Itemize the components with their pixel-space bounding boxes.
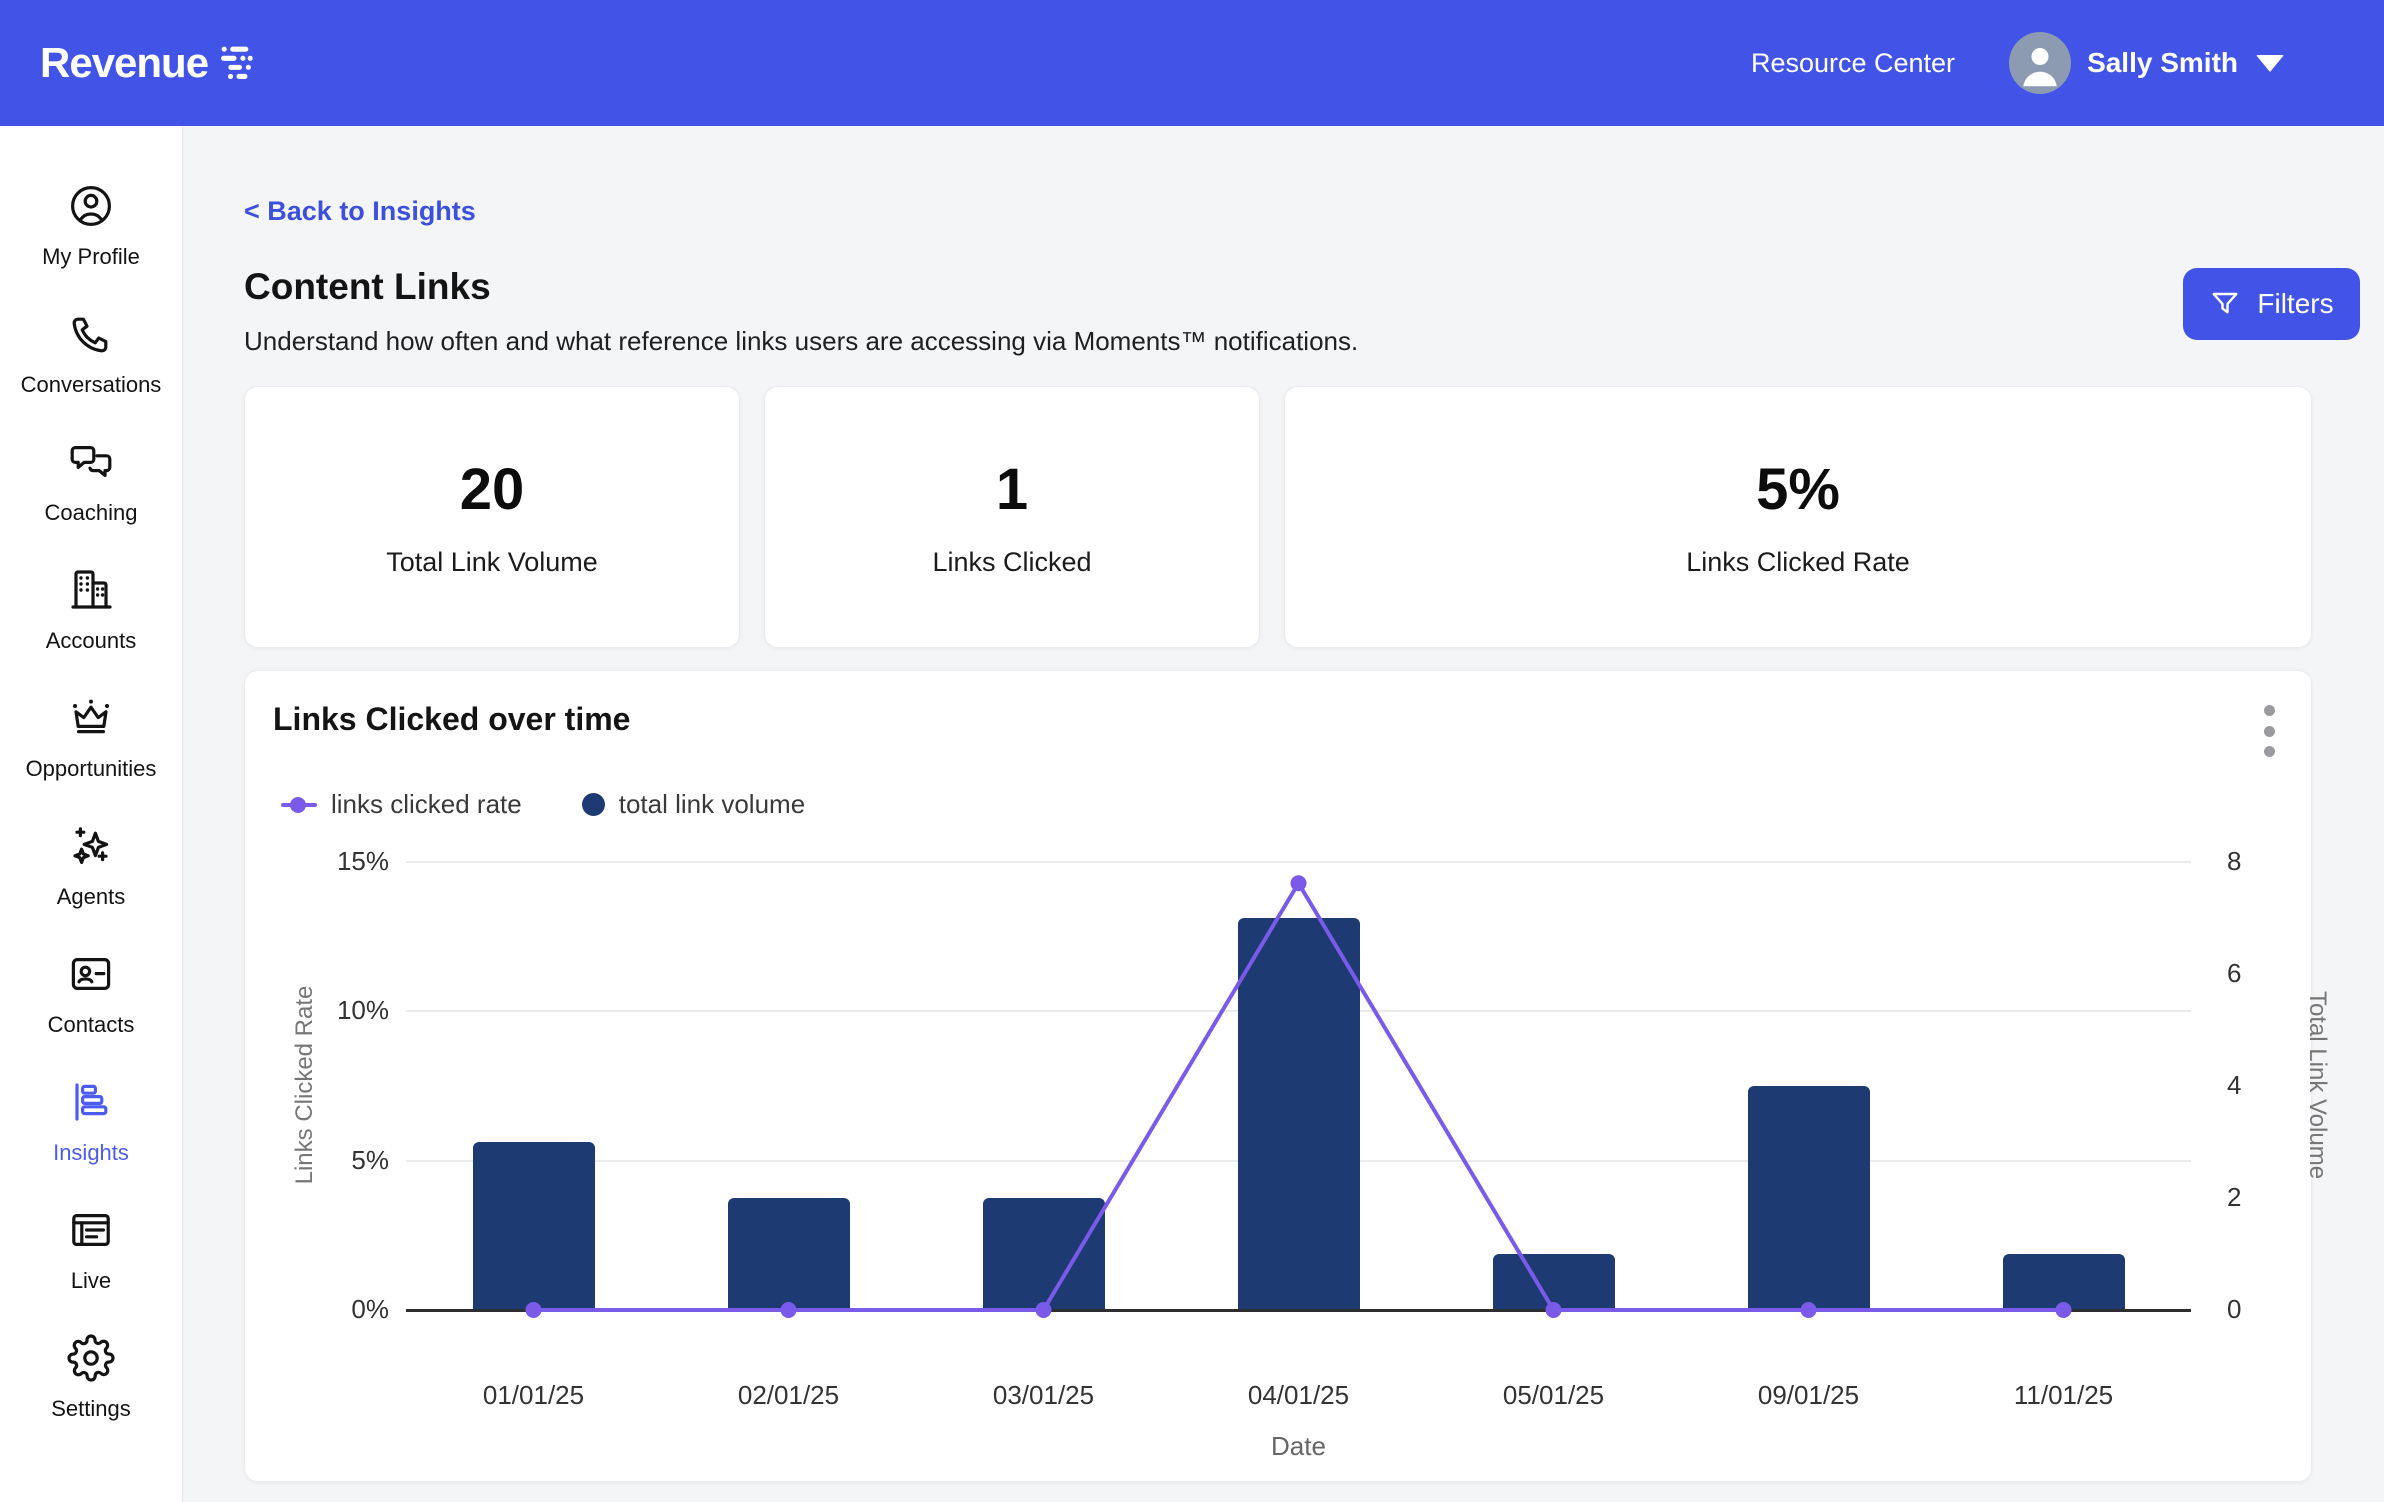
x-axis-label: 02/01/25 — [699, 1380, 879, 1411]
sidebar-item-label: Settings — [51, 1396, 131, 1422]
sidebar-item-settings[interactable]: Settings — [0, 1320, 182, 1448]
stat-label: Links Clicked — [932, 547, 1091, 578]
x-axis-label: 11/01/25 — [1974, 1380, 2154, 1411]
contacts-icon — [67, 950, 115, 998]
conversations-icon — [67, 310, 115, 358]
line-series-marker-icon — [281, 797, 317, 813]
legend-label: total link volume — [619, 789, 805, 820]
accounts-icon — [67, 566, 115, 614]
line-point — [1036, 1302, 1052, 1318]
right-axis-tick: 0 — [2227, 1294, 2307, 1325]
line-point — [1801, 1302, 1817, 1318]
funnel-icon — [2209, 288, 2241, 320]
left-axis-tick: 15% — [263, 846, 389, 877]
chevron-down-icon[interactable] — [2256, 55, 2284, 72]
line-point — [1291, 875, 1307, 891]
back-to-insights-link[interactable]: < Back to Insights — [244, 196, 476, 227]
stat-card-links-clicked-rate: 5% Links Clicked Rate — [1284, 386, 2312, 648]
right-axis-tick: 4 — [2227, 1070, 2307, 1101]
sidebar-item-label: Live — [71, 1268, 111, 1294]
x-axis-title: Date — [406, 1431, 2191, 1462]
x-axis-label: 05/01/25 — [1464, 1380, 1644, 1411]
user-name: Sally Smith — [2087, 47, 2238, 79]
sidebar-item-label: Accounts — [46, 628, 137, 654]
avatar[interactable] — [2009, 32, 2071, 94]
right-axis-title: Total Link Volume — [2303, 875, 2331, 1295]
top-header: Revenue Resource Center Sally Smith — [0, 0, 2384, 126]
line-point — [2056, 1302, 2072, 1318]
page-subtitle: Understand how often and what reference … — [244, 326, 1358, 357]
sidebar-item-accounts[interactable]: Accounts — [0, 552, 182, 680]
links-clicked-over-time-card: Links Clicked over time links clicked ra… — [244, 670, 2312, 1482]
right-axis-tick: 6 — [2227, 958, 2307, 989]
main-content: < Back to Insights Content Links Underst… — [183, 126, 2384, 1502]
x-axis-label: 03/01/25 — [954, 1380, 1134, 1411]
stat-value: 5% — [1756, 456, 1840, 523]
left-axis-title: Links Clicked Rate — [291, 875, 319, 1295]
chart-title: Links Clicked over time — [273, 701, 630, 738]
agents-icon — [67, 822, 115, 870]
live-icon — [67, 1206, 115, 1254]
sidebar-item-agents[interactable]: Agents — [0, 808, 182, 936]
legend-label: links clicked rate — [331, 789, 522, 820]
person-icon — [2009, 32, 2071, 94]
right-axis-tick: 2 — [2227, 1182, 2307, 1213]
stat-value: 20 — [460, 456, 525, 523]
app-logo[interactable]: Revenue — [40, 39, 266, 87]
stat-card-total-link-volume: 20 Total Link Volume — [244, 386, 740, 648]
left-axis-tick: 10% — [263, 995, 389, 1026]
profile-icon — [67, 182, 115, 230]
chart-legend: links clicked rate total link volume — [281, 789, 805, 820]
chart-plot-area — [406, 862, 2191, 1310]
resource-center-link[interactable]: Resource Center — [1751, 48, 1955, 79]
line-point — [1546, 1302, 1562, 1318]
line-point — [526, 1302, 542, 1318]
legend-item-total-link-volume[interactable]: total link volume — [582, 789, 805, 820]
filters-label: Filters — [2257, 288, 2333, 320]
x-axis-label: 04/01/25 — [1209, 1380, 1389, 1411]
sidebar-item-contacts[interactable]: Contacts — [0, 936, 182, 1064]
opportunities-icon — [67, 694, 115, 742]
stat-label: Total Link Volume — [386, 547, 598, 578]
right-axis-tick: 8 — [2227, 846, 2307, 877]
sidebar-item-label: Conversations — [21, 372, 162, 398]
sidebar-item-live[interactable]: Live — [0, 1192, 182, 1320]
sidebar-item-label: Insights — [53, 1140, 129, 1166]
bar-series-marker-icon — [582, 793, 605, 816]
line-series — [406, 862, 2191, 1310]
sidebar-item-label: Opportunities — [26, 756, 157, 782]
sidebar-item-coaching[interactable]: Coaching — [0, 424, 182, 552]
line-point — [781, 1302, 797, 1318]
stat-card-links-clicked: 1 Links Clicked — [764, 386, 1260, 648]
sidebar-item-insights[interactable]: Insights — [0, 1064, 182, 1192]
sidebar-item-my-profile[interactable]: My Profile — [0, 168, 182, 296]
sidebar-item-conversations[interactable]: Conversations — [0, 296, 182, 424]
page-title: Content Links — [244, 266, 491, 308]
left-axis-tick: 5% — [263, 1145, 389, 1176]
insights-icon — [67, 1078, 115, 1126]
sidebar-nav: My Profile Conversations Coaching Accounts O… — [0, 126, 183, 1502]
logo-dots-icon — [218, 43, 266, 83]
stat-label: Links Clicked Rate — [1686, 547, 1910, 578]
sidebar-item-opportunities[interactable]: Opportunities — [0, 680, 182, 808]
x-axis-label: 09/01/25 — [1719, 1380, 1899, 1411]
coaching-icon — [67, 438, 115, 486]
sidebar-item-label: Agents — [57, 884, 126, 910]
left-axis-tick: 0% — [263, 1294, 389, 1325]
sidebar-item-label: My Profile — [42, 244, 140, 270]
stat-value: 1 — [996, 456, 1028, 523]
filters-button[interactable]: Filters — [2183, 268, 2360, 340]
card-menu-kebab-icon[interactable] — [2257, 705, 2281, 757]
sidebar-item-label: Contacts — [48, 1012, 135, 1038]
x-axis-label: 01/01/25 — [444, 1380, 624, 1411]
sidebar-item-label: Coaching — [45, 500, 138, 526]
settings-icon — [67, 1334, 115, 1382]
logo-text: Revenue — [40, 39, 208, 87]
legend-item-links-clicked-rate[interactable]: links clicked rate — [281, 789, 522, 820]
